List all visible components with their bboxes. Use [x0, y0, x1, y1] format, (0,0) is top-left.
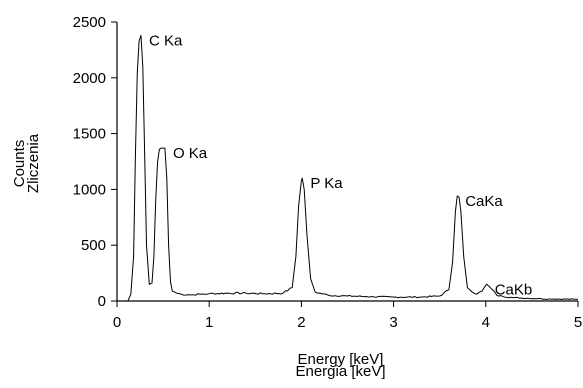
y-axis-title: Counts [11, 140, 28, 188]
x-tick-label: 1 [205, 314, 213, 331]
plot-area [127, 34, 579, 301]
x-axis-title: Energia [keV] [295, 363, 385, 380]
y-tick-label: 0 [98, 293, 106, 310]
spectrum-line [127, 34, 579, 301]
peak-label: P Ka [310, 175, 343, 192]
peak-label: CaKb [495, 281, 533, 298]
axes: 0 500 1000 1500 2000 2500 0 1 2 3 4 5 [73, 14, 583, 331]
y-tick-label: 1500 [73, 126, 106, 143]
x-tick-label: 0 [113, 314, 121, 331]
x-tick-label: 2 [297, 314, 305, 331]
y-tick-label: 2000 [73, 70, 106, 87]
y-axis-title: Zliczenia [25, 133, 42, 193]
peak-label: O Ka [173, 145, 208, 162]
x-tick-label: 4 [482, 314, 490, 331]
peak-label: CaKa [465, 193, 503, 210]
x-axis-title: Energy [keV] [298, 351, 384, 368]
y-tick-label: 1000 [73, 181, 106, 198]
labels: C Ka O Ka P Ka CaKa CaKb Energy [keV]Energia … [11, 32, 532, 380]
peak-label: C Ka [149, 32, 183, 49]
y-tick-label: 500 [81, 237, 106, 254]
y-tick-label: 2500 [73, 14, 106, 31]
x-tick-label: 5 [574, 314, 582, 331]
x-tick-label: 3 [389, 314, 397, 331]
